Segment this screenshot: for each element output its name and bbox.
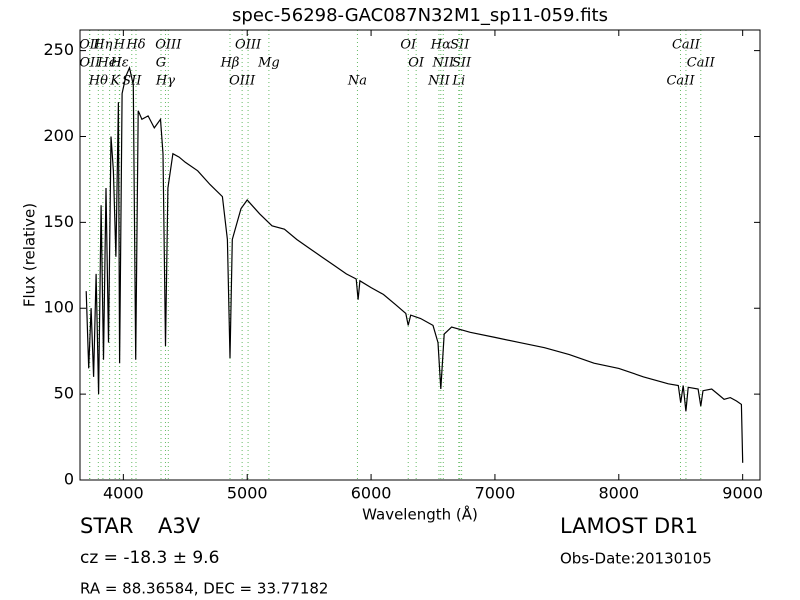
survey: LAMOST DR1	[560, 514, 698, 538]
spectral-line-label: Hε	[109, 56, 128, 71]
y-tick-label: 200	[43, 126, 74, 145]
x-tick-label: 5000	[227, 484, 268, 503]
spectral-line-label: Hδ	[125, 38, 145, 53]
spectral-line-label: SII	[452, 56, 472, 71]
y-axis-label: Flux (relative)	[21, 203, 39, 307]
spectral-line-label: Hα	[430, 38, 451, 53]
spectral-line-label: OIII	[235, 38, 262, 53]
spectral-line-label: OII	[79, 56, 101, 71]
spectral-line-label: CaII	[666, 74, 695, 89]
spectral-line-label: HeI	[97, 56, 123, 71]
spectral-line-label: Mg	[257, 56, 280, 71]
spectral-line-label: OIII	[155, 38, 182, 53]
spectral-line-label: CaII	[672, 38, 701, 53]
spectral-line-label: OII	[79, 38, 101, 53]
spectrum-line	[85, 65, 744, 463]
spectral-line-label: OI	[400, 38, 417, 53]
spectral-line-label: K	[109, 74, 121, 89]
spectral-line-label: OIII	[229, 74, 256, 89]
object-class: STAR	[80, 514, 133, 538]
spectral-line-label: Li	[451, 74, 465, 89]
coordinates: RA = 88.36584, DEC = 33.77182	[80, 580, 328, 598]
chart-title: spec-56298-GAC087N32M1_sp11-059.fits	[232, 5, 608, 26]
y-tick-label: 0	[64, 470, 74, 489]
obs-date: Obs-Date:20130105	[560, 550, 712, 568]
object-subclass: A3V	[158, 514, 201, 538]
x-axis-label: Wavelength (Å)	[362, 505, 478, 524]
spectral-line-label: CaII	[687, 56, 716, 71]
spectral-line-label: Hη	[92, 38, 112, 53]
x-tick-label: 4000	[103, 484, 144, 503]
redshift: cz = -18.3 ± 9.6	[80, 548, 219, 568]
x-tick-label: 7000	[475, 484, 516, 503]
spectral-line-label: Hβ	[220, 56, 240, 71]
spectral-line-label: OI	[408, 56, 425, 71]
y-tick-label: 250	[43, 40, 74, 59]
spectral-line-label: H	[113, 38, 126, 53]
y-tick-label: 50	[54, 384, 74, 403]
y-tick-label: 150	[43, 212, 74, 231]
spectral-line-label: Hγ	[155, 74, 175, 89]
spectral-line-label: Hθ	[88, 74, 108, 89]
y-tick-label: 100	[43, 298, 74, 317]
spectral-line-label: NII	[427, 74, 451, 89]
plot-frame	[79, 29, 761, 481]
x-tick-label: 6000	[351, 484, 392, 503]
spectral-line-label: SII	[450, 38, 470, 53]
spectral-line-label: NII	[431, 56, 455, 71]
x-tick-label: 9000	[722, 484, 763, 503]
spectral-line-label: Na	[347, 74, 367, 89]
x-tick-label: 8000	[598, 484, 639, 503]
spectral-line-label: G	[156, 56, 166, 71]
